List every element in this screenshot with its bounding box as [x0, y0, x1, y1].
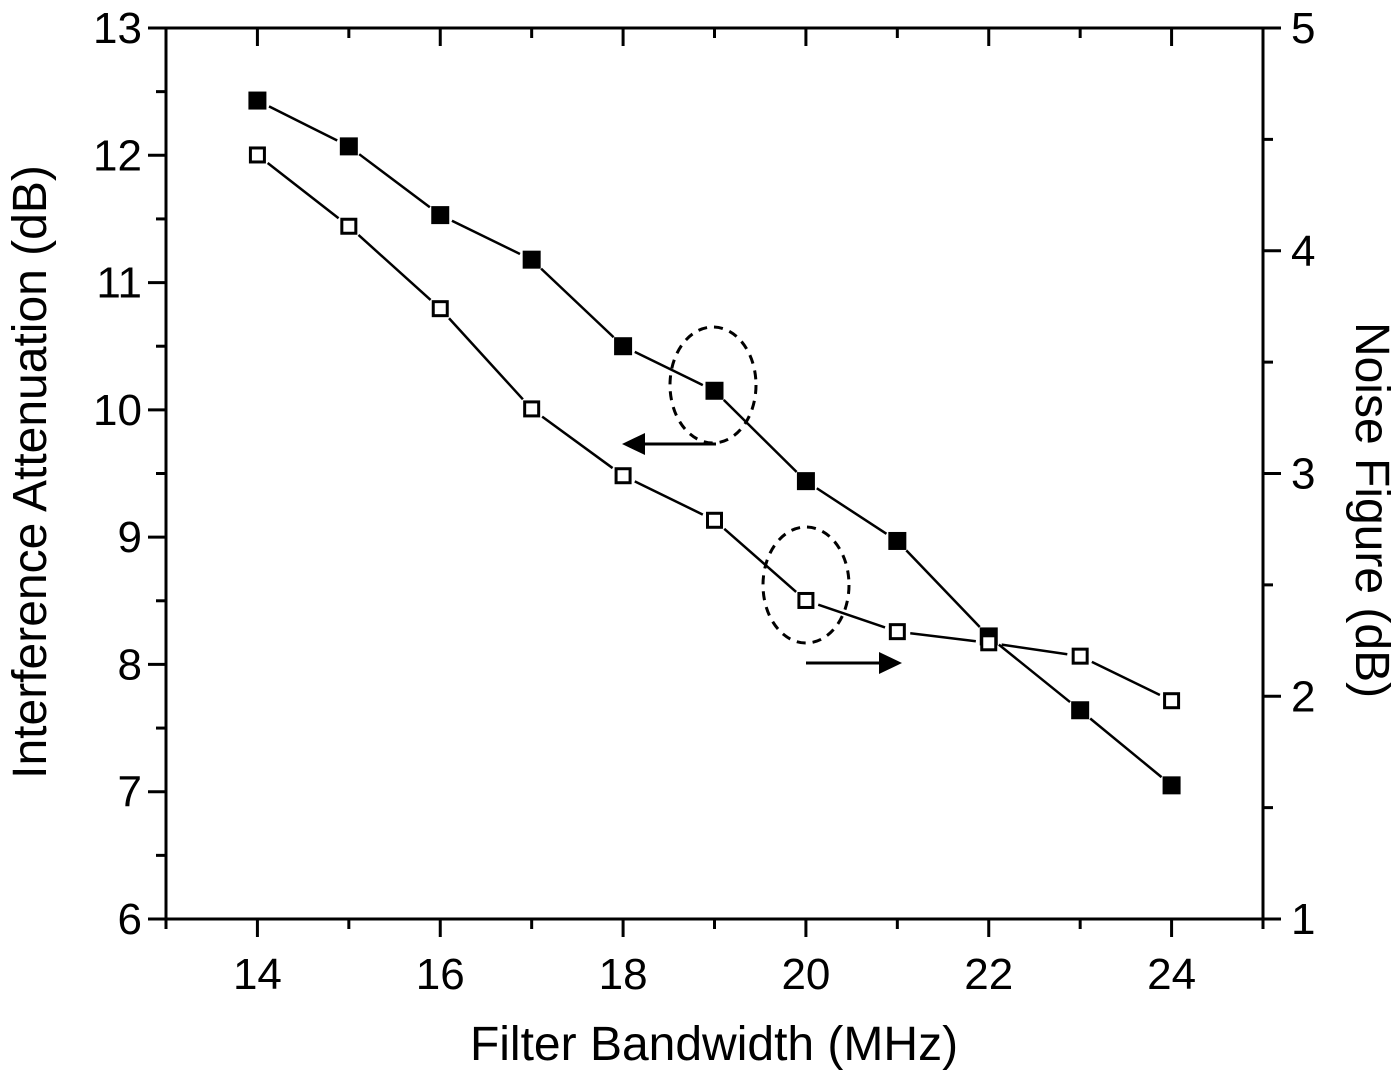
- data-point-open-square: [797, 591, 815, 609]
- x-tick-label: 14: [233, 950, 282, 999]
- data-point-filled-square: [888, 531, 907, 550]
- data-point-filled-square: [1071, 701, 1090, 720]
- x-axis-title: Filter Bandwidth (MHz): [470, 1018, 958, 1071]
- data-point-filled-square: [431, 206, 450, 225]
- y-tick-label: 10: [93, 386, 142, 435]
- x-axis-ticks: 14 16 18 20 22 24: [164, 28, 1265, 999]
- series-line-segment: [723, 527, 797, 593]
- dashed-ellipse-noise-figure: [761, 525, 851, 645]
- y-tick-label: 13: [93, 4, 142, 53]
- data-point-open-square: [431, 300, 449, 318]
- series-lines: [266, 105, 1163, 779]
- data-point-filled-square: [796, 472, 815, 491]
- series-line-segment: [448, 317, 524, 401]
- x-tick-label: 24: [1147, 950, 1196, 999]
- data-point-open-square: [614, 467, 632, 485]
- x-tick-label: 16: [416, 950, 465, 999]
- y2-tick-label: 1: [1291, 895, 1315, 944]
- series-line-segment: [540, 267, 615, 339]
- y2-tick-label: 5: [1291, 4, 1315, 53]
- left-y-axis-ticks: 6 7 8 9 10 11 12 13: [93, 4, 166, 944]
- right-y-axis-title: Noise Figure (dB): [1345, 322, 1398, 698]
- y-tick-label: 9: [118, 513, 142, 562]
- data-point-open-square: [706, 511, 723, 529]
- series-line-segment: [905, 549, 981, 628]
- series-line-segment: [451, 219, 521, 256]
- y2-tick-label: 3: [1291, 450, 1315, 499]
- y-tick-label: 11: [96, 259, 142, 308]
- y-tick-label: 6: [118, 895, 142, 944]
- left-y-axis-title: Interference Attenuation (dB): [4, 165, 57, 779]
- plot-border: [164, 26, 1265, 921]
- x-tick-label: 22: [964, 950, 1013, 999]
- data-point-filled-square: [522, 250, 541, 269]
- series-line-segment: [817, 603, 886, 629]
- data-point-filled-square: [1162, 776, 1181, 795]
- series-line-segment: [541, 415, 614, 470]
- data-point-open-square: [1071, 647, 1089, 665]
- series-line-segment: [357, 234, 432, 301]
- series-line-segment: [816, 487, 888, 535]
- data-point-open-square: [1163, 692, 1181, 710]
- series-markers: [248, 91, 1181, 795]
- data-point-open-square: [340, 217, 358, 235]
- arrow-right-icon: [879, 652, 902, 674]
- data-point-filled-square: [705, 381, 724, 400]
- series-line-segment: [1089, 717, 1163, 779]
- data-point-open-square: [980, 634, 998, 652]
- series-line-segment: [634, 480, 704, 516]
- y2-tick-label: 4: [1291, 227, 1315, 276]
- data-point-filled-square: [248, 91, 267, 110]
- y-tick-label: 12: [93, 131, 142, 180]
- data-point-filled-square: [339, 137, 358, 156]
- dashed-ellipse-attenuation: [668, 325, 758, 445]
- data-point-open-square: [888, 623, 906, 641]
- data-point-open-square: [523, 400, 541, 418]
- series-line-segment: [1001, 643, 1068, 656]
- series-line-segment: [268, 105, 338, 142]
- series-line-segment: [1091, 660, 1161, 697]
- right-y-axis-ticks: 1 2 3 4 5: [1263, 4, 1315, 944]
- series-line-segment: [358, 153, 431, 209]
- x-tick-label: 20: [781, 950, 830, 999]
- y2-tick-label: 2: [1291, 672, 1315, 721]
- data-point-open-square: [248, 146, 266, 164]
- annotations: [622, 325, 902, 674]
- arrow-left-icon: [622, 433, 645, 455]
- data-point-filled-square: [614, 337, 633, 356]
- y-tick-label: 7: [118, 768, 142, 817]
- series-line-segment: [998, 643, 1071, 704]
- series-line-segment: [634, 350, 704, 387]
- series-line-segment: [910, 631, 976, 643]
- series-line-segment: [722, 399, 798, 473]
- plot-frame: [164, 26, 1265, 921]
- y-tick-label: 8: [118, 640, 142, 689]
- x-tick-label: 18: [599, 950, 648, 999]
- series-line-segment: [266, 161, 340, 220]
